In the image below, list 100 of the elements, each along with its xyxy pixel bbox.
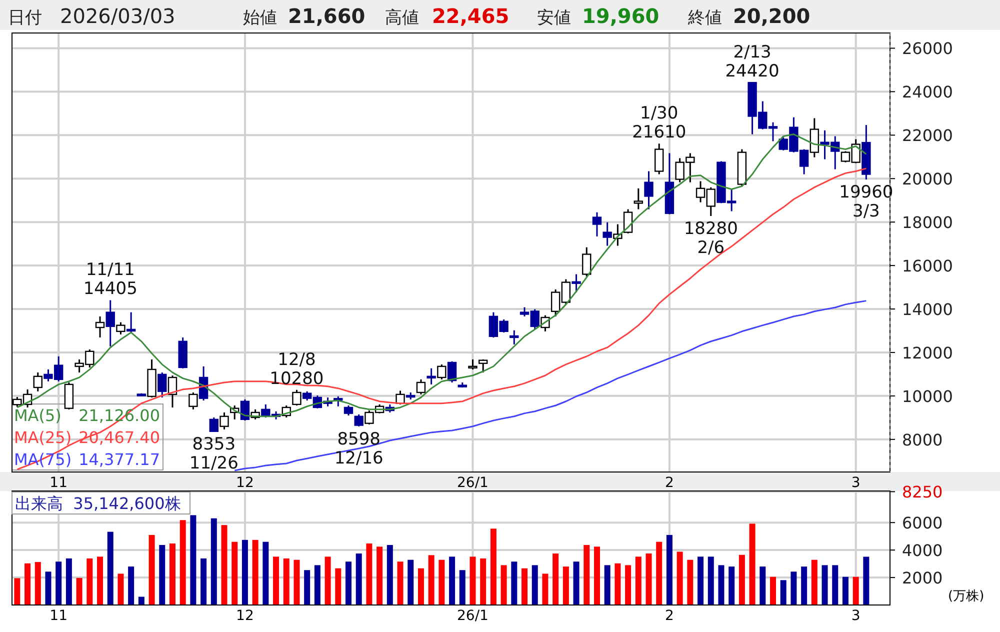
bar (397, 562, 404, 605)
annotation: 2/13 24420 (725, 42, 780, 82)
candlestick (437, 364, 446, 380)
bar (14, 578, 20, 605)
bar (625, 565, 632, 605)
text: 2026/03/03 (60, 4, 176, 28)
bar (738, 554, 745, 605)
candlestick (468, 358, 478, 370)
bar (780, 580, 786, 605)
y-tick-label: 4000 (902, 541, 943, 560)
candlestick (106, 299, 115, 348)
candlestick (582, 246, 592, 278)
bar (221, 525, 228, 605)
bar (86, 558, 93, 605)
y-tick-label: 2000 (902, 568, 943, 588)
y-tick-label: 14000 (902, 300, 953, 320)
bar (190, 515, 196, 605)
candlestick (209, 416, 218, 432)
bar (646, 553, 652, 605)
bar (273, 556, 280, 605)
annotation: 20,467.40 (78, 428, 160, 447)
bar (542, 574, 548, 605)
bar (335, 568, 342, 605)
candlestick (126, 312, 136, 334)
x-tick-label: 12 (236, 608, 254, 624)
annotation: 8353 11/26 (189, 434, 238, 474)
bar (45, 572, 52, 605)
candlestick (447, 360, 457, 384)
y-tick-label: 10000 (902, 386, 953, 406)
candlestick (510, 330, 519, 346)
bar (459, 570, 466, 605)
text: 高値 (385, 8, 419, 28)
bar (148, 534, 155, 605)
x-tick-label: 2 (665, 608, 674, 624)
bar (24, 563, 31, 605)
bar (822, 565, 828, 605)
bar (522, 568, 528, 605)
bar (56, 562, 62, 605)
bar (801, 566, 808, 605)
bar (242, 540, 248, 605)
bar (408, 560, 414, 605)
bar (604, 565, 610, 605)
x-tick-label: 2 (665, 475, 674, 491)
x-tick-label: 26/1 (457, 475, 488, 491)
candlestick (602, 222, 612, 247)
y-tick-label: 26000 (902, 39, 953, 58)
bar (438, 560, 445, 605)
x-tick-label: 11 (50, 475, 68, 491)
bar (842, 576, 848, 605)
bar (718, 565, 724, 605)
bar (346, 562, 352, 605)
bar (283, 558, 290, 605)
annotation: 1/30 21610 (632, 104, 686, 143)
candlestick (116, 322, 126, 336)
bar (232, 542, 238, 605)
bar (614, 563, 621, 605)
bar (262, 542, 269, 605)
x-tick-label: 3 (851, 608, 860, 624)
bar (128, 566, 134, 605)
bar (863, 556, 870, 605)
candlestick (292, 389, 302, 406)
y-tick-label: 6000 (902, 514, 943, 533)
bar (500, 565, 507, 605)
candlestick (654, 142, 664, 176)
text: 安値 (537, 8, 571, 28)
text: 19,960 (582, 4, 660, 28)
bar (138, 596, 144, 605)
bar (552, 553, 559, 605)
candlestick (354, 414, 364, 428)
bar (304, 570, 310, 605)
bar (324, 556, 331, 605)
bar (180, 520, 186, 605)
candlestick (220, 412, 229, 430)
bar (666, 534, 672, 605)
bar (770, 576, 776, 605)
bar (635, 556, 642, 605)
candlestick (33, 372, 42, 392)
candlestick (158, 372, 167, 398)
bar (852, 576, 859, 605)
bar (490, 528, 496, 605)
bar (698, 556, 704, 605)
bar (169, 543, 176, 605)
bar (159, 544, 166, 605)
bar (428, 555, 434, 605)
annotation: 8598 12/16 (334, 429, 384, 468)
bar (676, 552, 683, 605)
bar (749, 524, 756, 605)
series-label: MA(25) (14, 428, 72, 447)
y-tick-label: 20000 (902, 170, 953, 189)
annotation: 11/11 14405 (83, 260, 138, 300)
bar (728, 566, 735, 605)
bar (118, 574, 124, 605)
bar (210, 518, 217, 605)
y-tick-label: 8000 (902, 430, 943, 450)
bar (252, 540, 258, 605)
bar (656, 542, 662, 605)
text: 日付 (8, 8, 42, 28)
candlestick (188, 392, 198, 410)
bar (760, 566, 766, 605)
candlestick (644, 170, 654, 210)
